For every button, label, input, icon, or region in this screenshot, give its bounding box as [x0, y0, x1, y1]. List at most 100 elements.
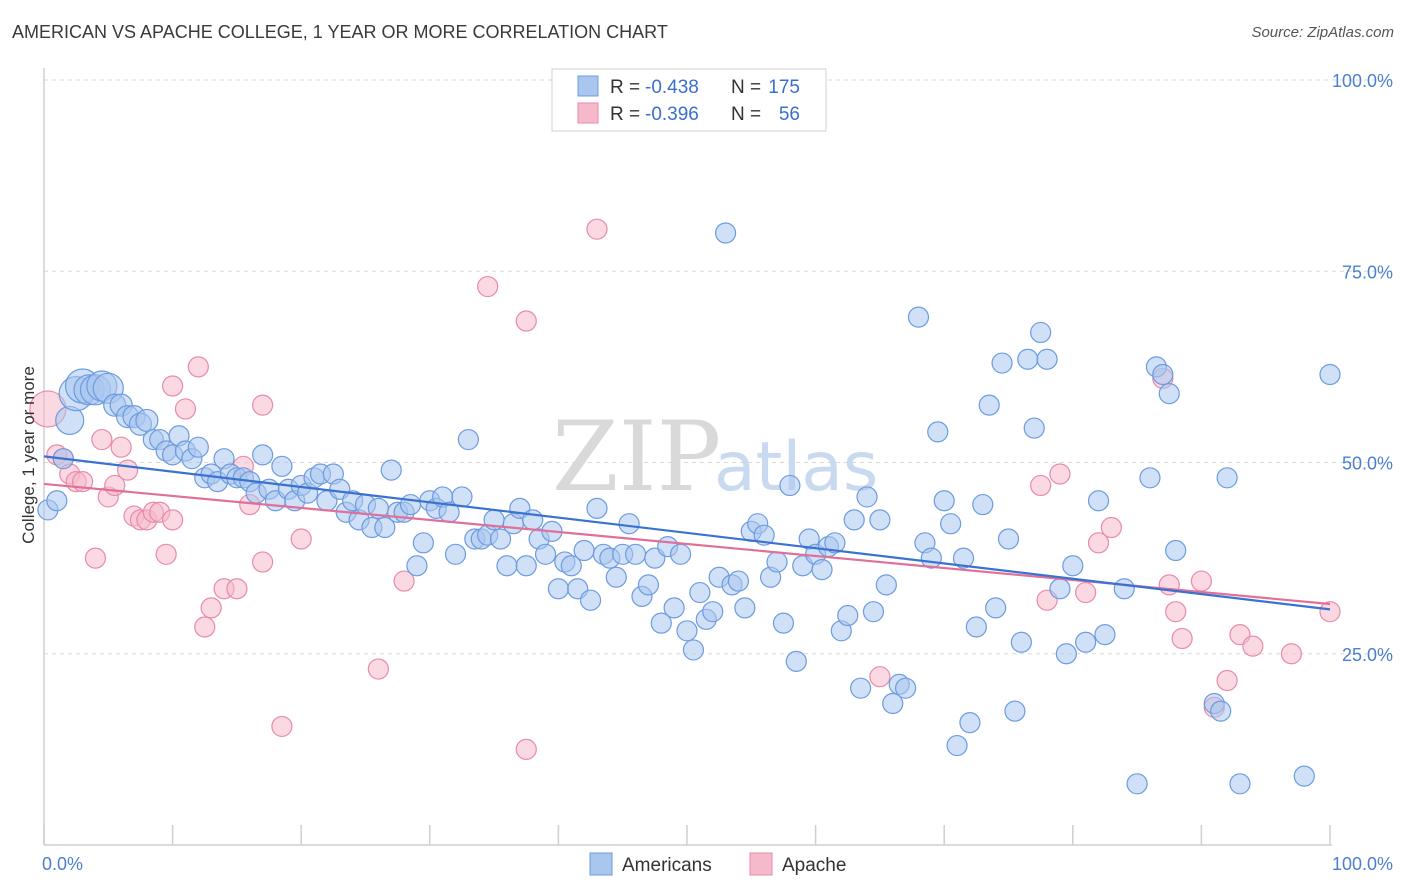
point-americans-167 — [1165, 539, 1187, 562]
point-americans-108 — [734, 597, 756, 619]
legend-swatch-apache — [577, 102, 599, 124]
point-americans-137 — [927, 421, 949, 443]
point-americans-169 — [1210, 700, 1232, 722]
x-tick-label-0: 0.0% — [42, 854, 83, 874]
point-americans-65 — [457, 428, 479, 451]
point-americans-71 — [496, 555, 518, 577]
point-americans-141 — [952, 547, 975, 569]
point-apache-54 — [1280, 643, 1303, 665]
point-apache-42 — [1075, 581, 1097, 604]
point-americans-58 — [412, 532, 434, 554]
y-tick-label-3: 100.0% — [1332, 71, 1393, 91]
point-americans-154 — [1036, 348, 1058, 370]
point-americans-91 — [624, 543, 647, 565]
point-americans-88 — [605, 566, 627, 588]
point-apache-31 — [290, 528, 312, 550]
point-americans-95 — [650, 612, 672, 634]
point-americans-142 — [959, 711, 981, 734]
point-americans-99 — [676, 620, 698, 642]
point-americans-124 — [837, 604, 859, 627]
point-americans-165 — [1152, 363, 1174, 386]
point-americans-149 — [1004, 700, 1026, 722]
point-apache-29 — [252, 551, 274, 573]
point-americans-160 — [1094, 624, 1116, 646]
point-americans-52 — [374, 516, 396, 539]
x-tick-label-1: 100.0% — [1332, 854, 1393, 874]
point-americans-146 — [985, 597, 1007, 619]
chart-source: Source: ZipAtlas.com — [1251, 24, 1394, 41]
point-americans-97 — [663, 597, 685, 619]
legend-swatch-americans — [577, 75, 599, 97]
point-apache-32 — [367, 658, 389, 680]
point-americans-158 — [1075, 631, 1097, 653]
point-apache-10 — [110, 436, 132, 458]
bottom-legend: Americans Apache — [589, 852, 846, 876]
point-apache-28 — [252, 394, 274, 416]
bottom-legend-swatch-apache — [749, 852, 773, 876]
point-americans-162 — [1126, 773, 1148, 795]
bottom-legend-label-americans: Americans — [622, 855, 712, 876]
point-americans-23 — [187, 436, 209, 458]
point-americans-79 — [547, 578, 570, 600]
point-apache-39 — [1030, 474, 1052, 497]
point-americans-126 — [850, 677, 872, 699]
point-americans-172 — [1293, 765, 1315, 787]
point-apache-25 — [226, 578, 248, 600]
point-americans-64 — [451, 486, 473, 508]
point-americans-147 — [991, 352, 1013, 374]
point-americans-128 — [862, 601, 885, 623]
y-tick-label-0: 25.0% — [1342, 645, 1393, 665]
point-apache-38 — [869, 666, 891, 688]
point-americans-140 — [946, 734, 968, 757]
point-americans-156 — [1055, 643, 1077, 665]
point-americans-98 — [669, 543, 692, 565]
point-americans-153 — [1030, 321, 1052, 344]
point-americans-107 — [727, 570, 750, 592]
point-americans-122 — [824, 532, 846, 554]
legend-n-value-apache: 56 — [779, 104, 800, 125]
point-apache-30 — [271, 715, 293, 738]
point-americans-74 — [515, 555, 537, 577]
legend-r-value-americans: -0.438 — [645, 77, 699, 98]
point-apache-22 — [194, 616, 216, 638]
point-americans-131 — [882, 692, 904, 715]
point-apache-44 — [1100, 516, 1122, 539]
point-americans-100 — [682, 639, 705, 661]
point-americans-155 — [1049, 578, 1071, 600]
point-apache-37 — [586, 218, 608, 240]
point-americans-130 — [875, 574, 897, 596]
point-americans-63 — [444, 543, 467, 565]
point-americans-113 — [766, 551, 788, 573]
x-ticks — [43, 825, 1331, 845]
point-apache-20 — [174, 398, 197, 420]
point-americans-85 — [586, 497, 608, 519]
point-americans-171 — [1229, 773, 1251, 795]
point-americans-151 — [1017, 348, 1039, 370]
y-axis-title: College, 1 year or more — [19, 366, 38, 544]
chart-title: AMERICAN VS APACHE COLLEGE, 1 YEAR OR MO… — [12, 22, 668, 42]
point-apache-48 — [1171, 627, 1193, 650]
point-americans-15 — [135, 408, 159, 433]
series-apache — [29, 218, 1341, 760]
point-americans-152 — [1023, 417, 1045, 439]
point-americans-57 — [406, 555, 428, 577]
point-apache-18 — [162, 509, 184, 531]
point-apache-6 — [84, 547, 107, 569]
point-americans-70 — [489, 528, 512, 550]
legend-r-label-apache: R = — [610, 104, 640, 125]
point-americans-170 — [1216, 467, 1238, 489]
bottom-legend-label-apache: Apache — [782, 855, 846, 876]
legend-r-value-apache: -0.396 — [645, 104, 699, 125]
point-americans-33 — [252, 444, 274, 466]
point-americans-77 — [534, 543, 557, 565]
point-apache-21 — [187, 356, 209, 378]
point-americans-93 — [637, 574, 660, 596]
point-americans-114 — [772, 612, 795, 634]
point-apache-17 — [155, 543, 177, 565]
point-americans-173 — [1319, 363, 1341, 386]
point-americans-159 — [1087, 490, 1110, 512]
point-apache-41 — [1049, 463, 1071, 485]
bottom-legend-swatch-americans — [589, 852, 613, 876]
point-americans-157 — [1062, 555, 1084, 577]
